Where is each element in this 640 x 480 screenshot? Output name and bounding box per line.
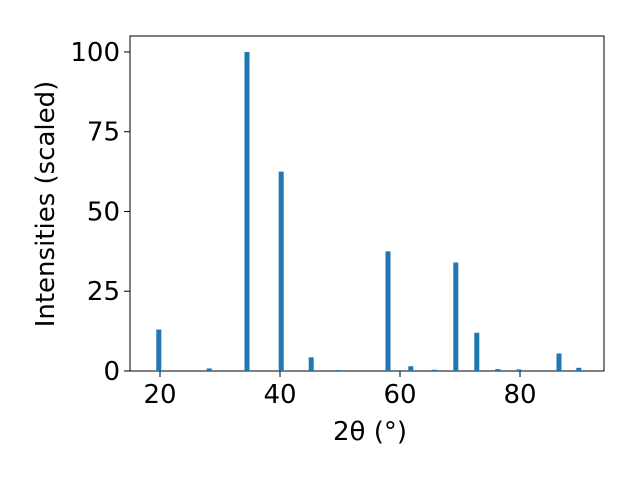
bar (385, 251, 391, 371)
bar (408, 366, 414, 371)
plot-frame (129, 35, 605, 372)
bar (335, 370, 341, 371)
bar (206, 368, 212, 371)
y-tick-label: 0 (103, 357, 120, 387)
bar (556, 353, 562, 371)
x-tick-label: 20 (143, 380, 176, 410)
x-tick-label: 60 (383, 380, 416, 410)
bar (278, 171, 284, 371)
bar (244, 51, 250, 371)
y-tick-label: 25 (87, 277, 120, 307)
y-tick-label: 75 (87, 118, 120, 148)
bar (453, 262, 459, 371)
y-axis-label: Intensities (scaled) (31, 81, 61, 328)
bar (156, 329, 162, 371)
bar (308, 357, 314, 371)
x-tick-label: 40 (263, 380, 296, 410)
bar (474, 332, 480, 371)
x-tick-label: 80 (503, 380, 536, 410)
y-tick-label: 50 (87, 197, 120, 227)
bar (516, 369, 522, 371)
bar (576, 367, 582, 371)
y-tick-label: 100 (70, 38, 120, 68)
x-axis-label: 2θ (°) (333, 417, 407, 447)
bar (495, 369, 501, 371)
bar (431, 369, 437, 371)
